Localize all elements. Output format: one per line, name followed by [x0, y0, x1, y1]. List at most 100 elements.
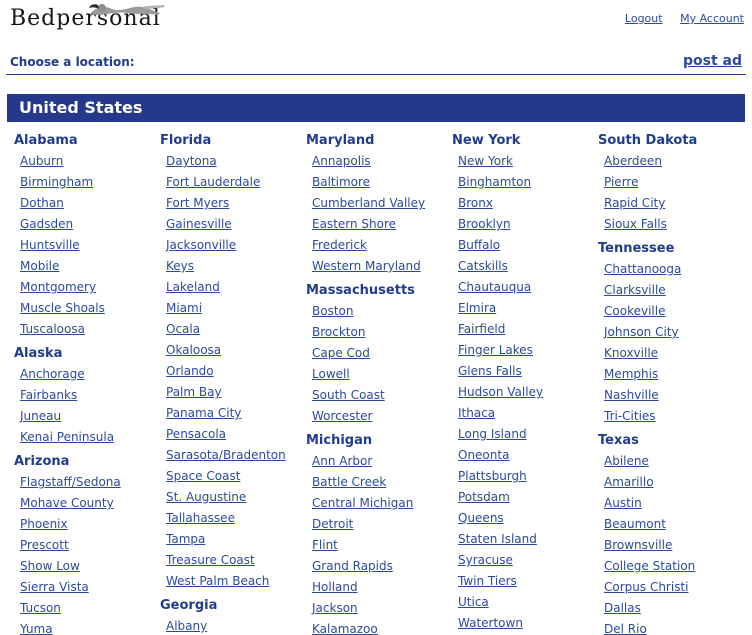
city-link[interactable]: Phoenix: [20, 517, 68, 531]
logout-link[interactable]: Logout: [624, 12, 663, 25]
city-link[interactable]: Abilene: [604, 454, 649, 468]
city-link[interactable]: Oneonta: [458, 448, 510, 462]
city-link[interactable]: Brockton: [312, 325, 366, 339]
city-link[interactable]: Watertown: [458, 616, 523, 630]
city-link[interactable]: Tri-Cities: [604, 409, 656, 423]
city-link[interactable]: Dothan: [20, 196, 64, 210]
city-link[interactable]: Lowell: [312, 367, 350, 381]
city-link[interactable]: Western Maryland: [312, 259, 421, 273]
city-link[interactable]: Worcester: [312, 409, 373, 423]
city-link[interactable]: Rapid City: [604, 196, 666, 210]
city-link[interactable]: Binghamton: [458, 175, 532, 189]
city-link[interactable]: St. Augustine: [166, 490, 247, 504]
city-link[interactable]: Potsdam: [458, 490, 510, 504]
city-link[interactable]: Cookeville: [604, 304, 666, 318]
city-link[interactable]: Keys: [166, 259, 195, 273]
city-link[interactable]: Show Low: [20, 559, 80, 573]
city-link[interactable]: Tampa: [166, 532, 206, 546]
city-link[interactable]: Syracuse: [458, 553, 513, 567]
city-link[interactable]: Montgomery: [20, 280, 97, 294]
city-link[interactable]: Annapolis: [312, 154, 371, 168]
city-link[interactable]: Treasure Coast: [166, 553, 255, 567]
city-link[interactable]: Birmingham: [20, 175, 94, 189]
city-link[interactable]: Baltimore: [312, 175, 371, 189]
city-link[interactable]: Battle Creek: [312, 475, 387, 489]
city-link[interactable]: Tuscaloosa: [20, 322, 85, 336]
city-link[interactable]: Ithaca: [458, 406, 496, 420]
city-link[interactable]: Fort Myers: [166, 196, 230, 210]
city-link[interactable]: Mohave County: [20, 496, 114, 510]
city-link[interactable]: Staten Island: [458, 532, 537, 546]
city-link[interactable]: Boston: [312, 304, 354, 318]
city-link[interactable]: Central Michigan: [312, 496, 414, 510]
my-account-link[interactable]: My Account: [680, 12, 744, 25]
city-link[interactable]: Eastern Shore: [312, 217, 397, 231]
city-link[interactable]: West Palm Beach: [166, 574, 270, 588]
city-link[interactable]: Kalamazoo: [312, 622, 378, 635]
city-link[interactable]: Juneau: [20, 409, 62, 423]
city-link[interactable]: Brownsville: [604, 538, 673, 552]
city-link[interactable]: Detroit: [312, 517, 354, 531]
city-link[interactable]: Ann Arbor: [312, 454, 373, 468]
city-link[interactable]: Fairbanks: [20, 388, 78, 402]
city-link[interactable]: Johnson City: [604, 325, 679, 339]
city-link[interactable]: Miami: [166, 301, 203, 315]
city-link[interactable]: Hudson Valley: [458, 385, 544, 399]
city-link[interactable]: Beaumont: [604, 517, 666, 531]
city-link[interactable]: Buffalo: [458, 238, 501, 252]
city-link[interactable]: Brooklyn: [458, 217, 511, 231]
city-link[interactable]: Sioux Falls: [604, 217, 667, 231]
city-link[interactable]: Amarillo: [604, 475, 654, 489]
city-link[interactable]: Flagstaff/Sedona: [20, 475, 121, 489]
city-link[interactable]: Fort Lauderdale: [166, 175, 261, 189]
city-link[interactable]: Anchorage: [20, 367, 85, 381]
city-link[interactable]: Del Rio: [604, 622, 647, 635]
city-link[interactable]: Utica: [458, 595, 489, 609]
city-link[interactable]: Nashville: [604, 388, 659, 402]
city-link[interactable]: Jackson: [312, 601, 358, 615]
city-link[interactable]: Twin Tiers: [458, 574, 517, 588]
city-link[interactable]: Knoxville: [604, 346, 659, 360]
city-link[interactable]: Huntsville: [20, 238, 80, 252]
city-link[interactable]: Daytona: [166, 154, 217, 168]
city-link[interactable]: Glens Falls: [458, 364, 522, 378]
city-link[interactable]: Albany: [166, 619, 208, 633]
city-link[interactable]: Jacksonville: [166, 238, 237, 252]
city-link[interactable]: Gainesville: [166, 217, 232, 231]
city-link[interactable]: Muscle Shoals: [20, 301, 105, 315]
city-link[interactable]: Chattanooga: [604, 262, 682, 276]
city-link[interactable]: Flint: [312, 538, 338, 552]
city-link[interactable]: Chautauqua: [458, 280, 532, 294]
city-link[interactable]: Holland: [312, 580, 358, 594]
city-link[interactable]: Mobile: [20, 259, 60, 273]
city-link[interactable]: Gadsden: [20, 217, 74, 231]
city-link[interactable]: Panama City: [166, 406, 242, 420]
city-link[interactable]: Pierre: [604, 175, 639, 189]
city-link[interactable]: Plattsburgh: [458, 469, 527, 483]
city-link[interactable]: Sarasota/Bradenton: [166, 448, 286, 462]
post-ad-link[interactable]: post ad: [682, 53, 742, 69]
city-link[interactable]: Prescott: [20, 538, 69, 552]
city-link[interactable]: Finger Lakes: [458, 343, 533, 357]
city-link[interactable]: Aberdeen: [604, 154, 662, 168]
city-link[interactable]: Space Coast: [166, 469, 241, 483]
city-link[interactable]: Grand Rapids: [312, 559, 393, 573]
city-link[interactable]: Bronx: [458, 196, 493, 210]
city-link[interactable]: Fairfield: [458, 322, 506, 336]
city-link[interactable]: Queens: [458, 511, 504, 525]
city-link[interactable]: Catskills: [458, 259, 508, 273]
city-link[interactable]: Frederick: [312, 238, 367, 252]
city-link[interactable]: Memphis: [604, 367, 659, 381]
city-link[interactable]: Tallahassee: [166, 511, 235, 525]
city-link[interactable]: Pensacola: [166, 427, 227, 441]
city-link[interactable]: Sierra Vista: [20, 580, 89, 594]
city-link[interactable]: Corpus Christi: [604, 580, 689, 594]
city-link[interactable]: Orlando: [166, 364, 214, 378]
city-link[interactable]: Cumberland Valley: [312, 196, 426, 210]
city-link[interactable]: Okaloosa: [166, 343, 222, 357]
city-link[interactable]: College Station: [604, 559, 696, 573]
city-link[interactable]: Cape Cod: [312, 346, 370, 360]
city-link[interactable]: Clarksville: [604, 283, 666, 297]
city-link[interactable]: New York: [458, 154, 513, 168]
city-link[interactable]: Yuma: [20, 622, 53, 635]
